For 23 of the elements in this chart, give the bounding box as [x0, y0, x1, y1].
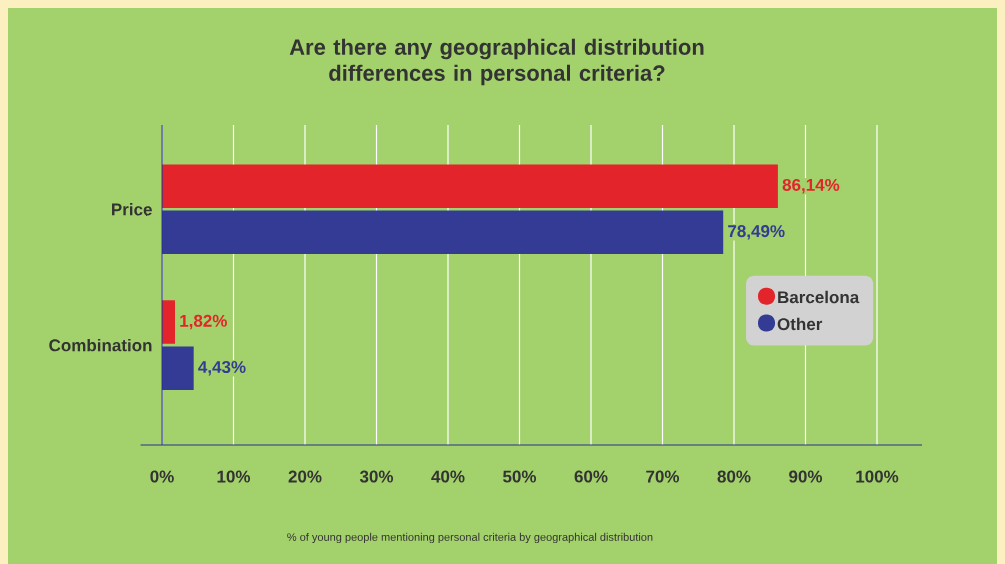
- chart-title: Are there any geographical distribution differences in personal criteria?: [289, 38, 704, 86]
- x-tick-label: 100%: [856, 470, 899, 483]
- x-tick-label: 10%: [217, 470, 251, 483]
- text: % of young people mentioning personal criteria by geographical distribution: [287, 532, 653, 544]
- y-tick-label: Combination: [49, 338, 152, 352]
- x-tick-label: 60%: [574, 470, 608, 483]
- data-label: 78,49%: [728, 225, 785, 240]
- bar: [162, 164, 778, 208]
- data-label: 1,82%: [180, 314, 227, 330]
- x-tick-label: 70%: [646, 470, 680, 483]
- x-tick-label: 0%: [150, 470, 174, 483]
- data-label: 4,43%: [198, 360, 246, 376]
- x-tick-label: 30%: [359, 470, 394, 483]
- x-tick-label: 80%: [717, 470, 751, 483]
- x-tick-label: 20%: [288, 470, 322, 483]
- y-tick-label: Price: [112, 203, 152, 216]
- bar: [162, 300, 176, 344]
- data-label: 86,14%: [782, 178, 840, 194]
- legend-label: Barcelona: [778, 290, 860, 304]
- x-tick-label: 50%: [503, 470, 537, 483]
- legend-label: Other: [777, 317, 823, 331]
- x-tick-label: 90%: [789, 470, 823, 483]
- x-tick-label: 40%: [431, 470, 465, 483]
